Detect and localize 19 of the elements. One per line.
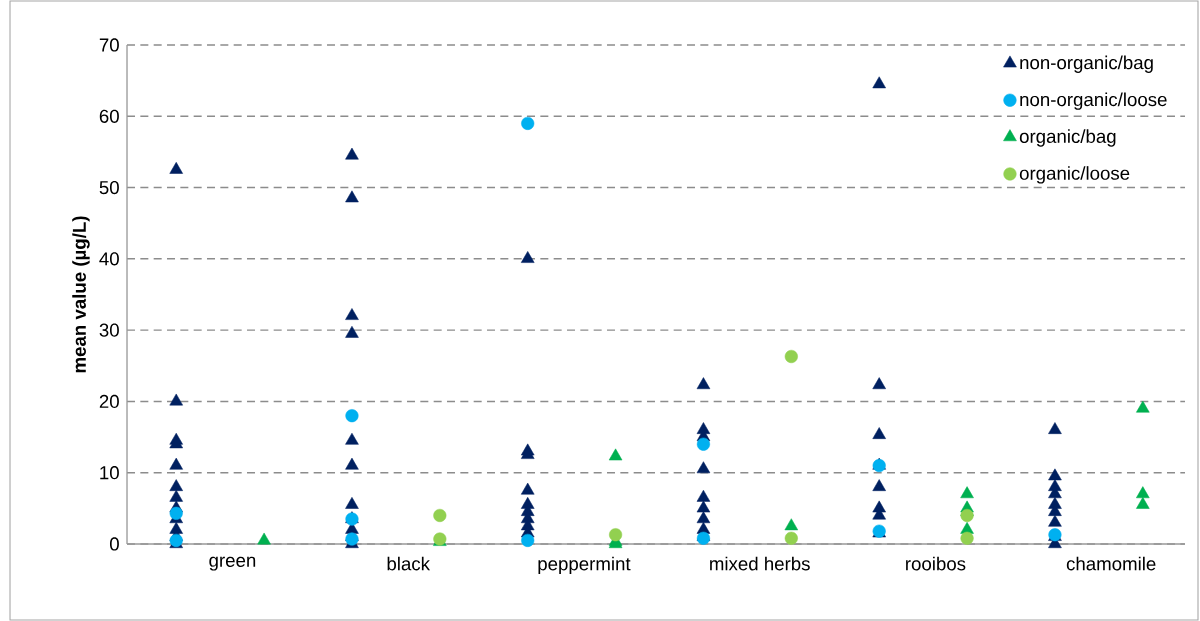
- x-tick-label: green: [209, 556, 256, 571]
- x-tick-label: rooibos: [906, 556, 966, 571]
- y-tick-label: 20: [99, 394, 119, 409]
- x-tick-label: chamomile: [1066, 556, 1156, 571]
- x-tick-label: peppermint: [538, 556, 631, 575]
- y-tick-label: 0: [109, 537, 119, 551]
- y-tick-label: 70: [99, 38, 119, 52]
- y-axis-title: mean value (µg/L): [72, 216, 90, 373]
- x-tick-label: mixed herbs: [710, 556, 810, 571]
- y-tick-label: 10: [100, 466, 119, 480]
- legend-label: organic/bag: [1019, 129, 1116, 147]
- legend-label: organic/loose: [1019, 166, 1130, 184]
- y-tick-label: 50: [99, 180, 119, 195]
- y-tick-label: 40: [99, 252, 119, 266]
- y-tick-label: 60: [99, 109, 119, 123]
- legend-label: non-organic/loose: [1020, 92, 1167, 110]
- y-tick-label: 30: [99, 323, 119, 337]
- legend-label: non-organic/bag: [1020, 55, 1153, 73]
- x-tick-label: black: [387, 556, 431, 571]
